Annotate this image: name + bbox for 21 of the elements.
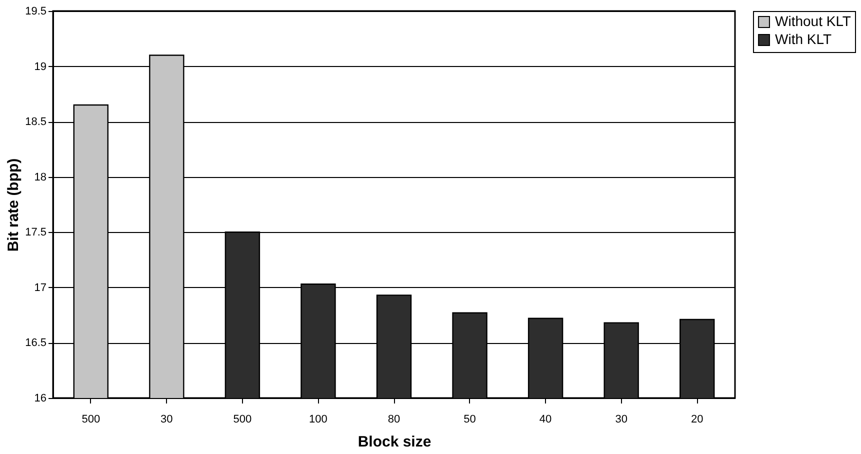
y-tick-label: 18	[34, 171, 46, 184]
y-axis-title: Bit rate (bpp)	[5, 158, 22, 252]
x-tick-label: 80	[388, 414, 400, 426]
legend-label: Without KLT	[775, 13, 852, 29]
x-axis-title: Block size	[358, 434, 432, 450]
legend-label: With KLT	[775, 31, 832, 47]
y-tick-label: 16.5	[25, 337, 46, 350]
y-tick-label: 17.5	[25, 226, 46, 239]
x-tick-label: 20	[690, 414, 704, 426]
y-tick-label: 18.5	[25, 116, 46, 128]
x-tick-label: 500	[82, 414, 100, 426]
x-tick-label: 40	[539, 414, 552, 426]
x-tick-label: 30	[615, 414, 628, 426]
x-tick-label: 30	[160, 414, 173, 426]
y-tick-label: 16	[34, 392, 46, 404]
x-tick-label: 100	[309, 414, 328, 426]
y-tick-label: 19.5	[25, 6, 46, 18]
x-tick-label: 50	[464, 414, 476, 426]
x-tick-label: 500	[233, 414, 252, 426]
y-tick-label: 17	[34, 282, 46, 294]
y-tick-label: 19	[34, 60, 46, 73]
